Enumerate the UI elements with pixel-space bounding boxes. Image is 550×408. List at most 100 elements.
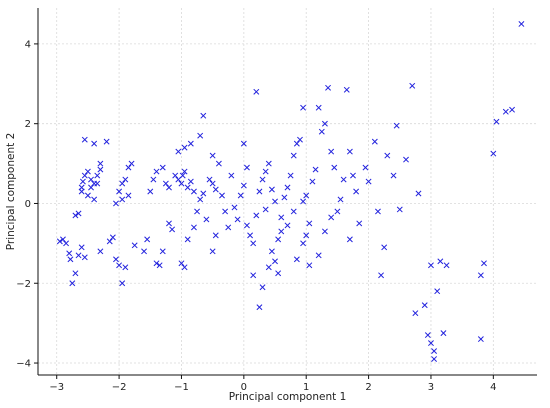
scatter-point: [81, 254, 88, 261]
scatter-point: [97, 166, 104, 173]
scatter-point: [477, 272, 484, 279]
scatter-point: [343, 86, 350, 93]
scatter-point: [256, 304, 263, 311]
scatter-point: [328, 214, 335, 221]
scatter-point: [184, 184, 191, 191]
scatter-point: [284, 184, 291, 191]
scatter-point: [109, 234, 116, 241]
scatter-point: [300, 104, 307, 111]
scatter-point: [244, 164, 250, 171]
scatter-point: [69, 280, 76, 287]
scatter-point: [509, 106, 516, 113]
scatter-point: [72, 270, 79, 277]
x-ticks: −3 −2 −1 0 1 2 3 4: [49, 375, 497, 393]
scatter-point: [122, 176, 129, 183]
scatter-point: [94, 172, 101, 179]
scatter-point: [421, 302, 428, 309]
scatter-point: [147, 188, 154, 195]
scatter-point: [113, 200, 119, 207]
scatter-point: [197, 132, 204, 139]
scatter-point: [244, 222, 250, 229]
scatter-point: [91, 140, 98, 147]
scatter-point: [97, 248, 104, 255]
scatter-point: [428, 262, 434, 269]
scatter-point: [300, 198, 307, 205]
scatter-point: [178, 260, 185, 267]
scatter-point: [428, 340, 434, 347]
scatter-point: [162, 180, 169, 187]
scatter-point: [356, 220, 363, 227]
scatter-point: [113, 256, 119, 263]
scatter-point: [381, 244, 388, 251]
scatter-point: [116, 188, 123, 195]
scatter-point: [340, 176, 347, 183]
scatter-point: [518, 21, 525, 27]
scatter-point: [490, 150, 497, 157]
scatter-point: [187, 178, 194, 185]
scatter-point: [250, 240, 257, 247]
scatter-point: [228, 172, 235, 179]
scatter-point: [265, 264, 272, 271]
scatter-point: [290, 208, 297, 215]
scatter-point: [206, 176, 213, 183]
scatter-point: [84, 168, 91, 175]
scatter-point: [150, 176, 157, 183]
scatter-point: [97, 160, 104, 167]
scatter-point: [481, 260, 487, 267]
scatter-point: [321, 120, 328, 127]
scatter-point: [443, 262, 450, 269]
scatter-point: [265, 160, 272, 167]
scatter-point: [374, 208, 381, 215]
x-axis-label: Principal component 1: [229, 391, 347, 403]
scatter-point: [321, 228, 328, 235]
scatter-point: [412, 310, 419, 317]
scatter-point: [197, 196, 204, 203]
x-tick-label: 3: [428, 382, 434, 393]
scatter-point: [290, 152, 297, 159]
scatter-point: [247, 232, 254, 239]
scatter-point: [81, 172, 88, 179]
y-tick-label: 2: [25, 119, 31, 130]
scatter-point: [390, 172, 397, 179]
y-tick-label: −2: [16, 279, 31, 290]
scatter-point: [275, 236, 282, 243]
scatter-point: [88, 184, 94, 191]
scatter-point: [144, 236, 151, 243]
scatter-point: [184, 236, 191, 243]
scatter-point: [200, 112, 207, 119]
x-tick-label: 2: [365, 382, 371, 393]
scatter-point: [309, 178, 316, 185]
scatter-point: [331, 164, 338, 171]
x-tick-label: 0: [241, 382, 247, 393]
scatter-point: [59, 236, 66, 243]
scatter-point: [181, 168, 188, 175]
y-tick-label: 4: [25, 39, 31, 50]
scatter-point: [94, 180, 101, 187]
scatter-point: [328, 148, 335, 155]
scatter-point: [131, 242, 138, 249]
scatter-point: [293, 256, 300, 263]
scatter-point: [284, 222, 291, 229]
y-ticks: −4 −2 0 2 4: [16, 39, 38, 370]
scatter-point: [75, 252, 82, 259]
scatter-point: [78, 188, 85, 195]
scatter-point: [79, 178, 86, 185]
scatter-point: [125, 164, 132, 171]
scatter-point: [325, 84, 331, 91]
scatter-point: [259, 176, 266, 183]
x-tick-label: 1: [303, 382, 309, 393]
scatter-point: [169, 226, 176, 233]
scatter-point: [253, 212, 260, 219]
scatter-point: [396, 206, 403, 213]
scatter-point: [159, 248, 166, 255]
scatter-point: [234, 216, 241, 223]
scatter-point: [297, 136, 303, 143]
scatter-point: [393, 122, 400, 129]
scatter-point: [346, 148, 353, 155]
scatter-point: [67, 256, 74, 263]
scatter-point: [253, 88, 260, 95]
scatter-point: [56, 238, 63, 245]
scatter-point: [306, 262, 313, 269]
